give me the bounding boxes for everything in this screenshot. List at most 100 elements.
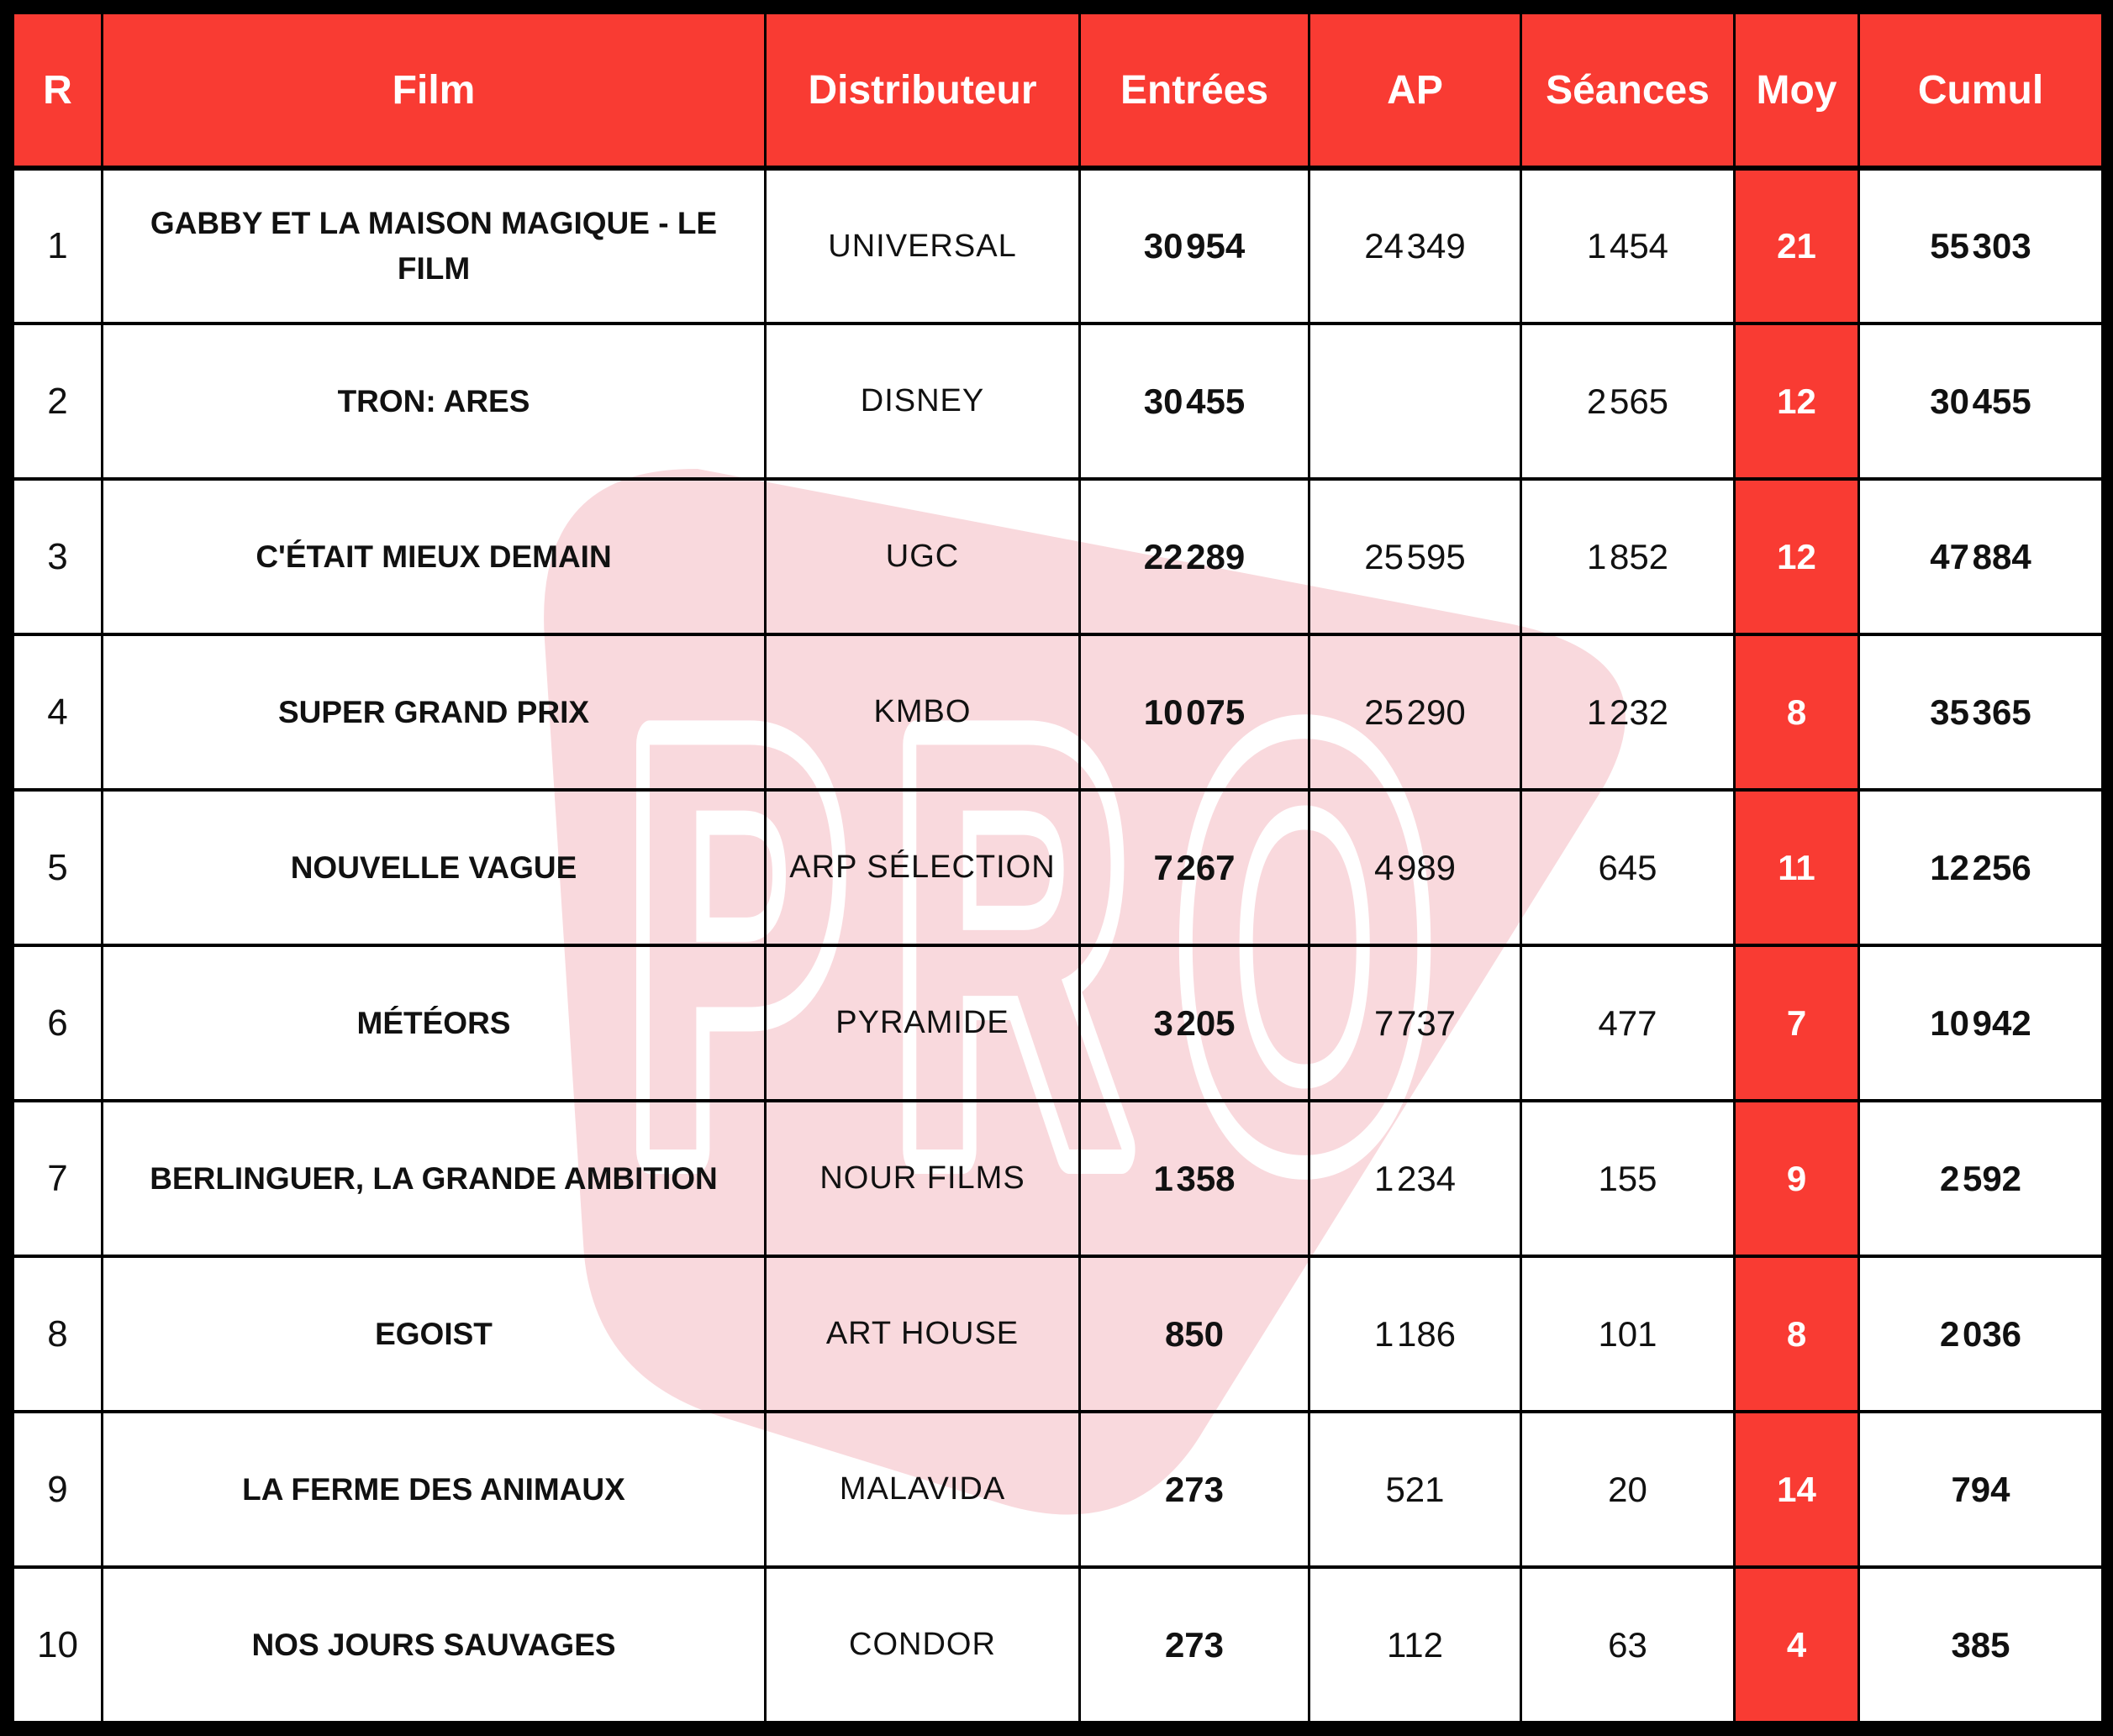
entrees-cell: 22 289 xyxy=(1078,477,1310,636)
seances-cell: 20 xyxy=(1520,1410,1736,1569)
entrees-cell: 1 358 xyxy=(1078,1099,1310,1258)
cumul-cell: 385 xyxy=(1857,1565,2104,1724)
entrees-cell: 7 267 xyxy=(1078,788,1310,947)
film-cell: SUPER GRAND PRIX xyxy=(101,633,767,792)
distributor-cell: ART HOUSE xyxy=(764,1255,1081,1413)
seances-cell: 1 232 xyxy=(1520,633,1736,792)
distributor-cell: ARP SÉLECTION xyxy=(764,788,1081,947)
moy-cell: 7 xyxy=(1733,944,1860,1102)
col-header-seances: Séances xyxy=(1520,12,1736,171)
table-row: 6 MÉTÉORS PYRAMIDE 3 205 7 737 477 7 10 … xyxy=(12,944,2104,1102)
moy-cell: 9 xyxy=(1733,1099,1860,1258)
distributor-cell: UGC xyxy=(764,477,1081,636)
moy-cell: 12 xyxy=(1733,322,1860,481)
film-cell: LA FERME DES ANIMAUX xyxy=(101,1410,767,1569)
ap-cell: 4 989 xyxy=(1308,788,1522,947)
ap-cell xyxy=(1308,322,1522,481)
header-row: R Film Distributeur Entrées AP Séances M… xyxy=(12,12,2104,171)
seances-cell: 645 xyxy=(1520,788,1736,947)
ap-cell: 25 595 xyxy=(1308,477,1522,636)
film-cell: NOUVELLE VAGUE xyxy=(101,788,767,947)
cumul-cell: 47 884 xyxy=(1857,477,2104,636)
entrees-cell: 273 xyxy=(1078,1410,1310,1569)
entrees-cell: 30 954 xyxy=(1078,166,1310,325)
col-header-rank: R xyxy=(12,12,103,171)
cumul-cell: 55 303 xyxy=(1857,166,2104,325)
table-row: 10 NOS JOURS SAUVAGES CONDOR 273 112 63 … xyxy=(12,1565,2104,1724)
ap-cell: 7 737 xyxy=(1308,944,1522,1102)
table-row: 1 GABBY ET LA MAISON MAGIQUE - LE FILM U… xyxy=(12,166,2104,325)
ap-cell: 25 290 xyxy=(1308,633,1522,792)
distributor-cell: CONDOR xyxy=(764,1565,1081,1724)
film-cell: GABBY ET LA MAISON MAGIQUE - LE FILM xyxy=(101,166,767,325)
seances-cell: 2 565 xyxy=(1520,322,1736,481)
entrees-cell: 3 205 xyxy=(1078,944,1310,1102)
moy-cell: 21 xyxy=(1733,166,1860,325)
distributor-cell: MALAVIDA xyxy=(764,1410,1081,1569)
table-row: 8 EGOIST ART HOUSE 850 1 186 101 8 2 036 xyxy=(12,1255,2104,1413)
col-header-cumul: Cumul xyxy=(1857,12,2104,171)
rank-cell: 7 xyxy=(12,1099,103,1258)
film-cell: NOS JOURS SAUVAGES xyxy=(101,1565,767,1724)
distributor-cell: PYRAMIDE xyxy=(764,944,1081,1102)
rank-cell: 1 xyxy=(12,166,103,325)
table-row: 4 SUPER GRAND PRIX KMBO 10 075 25 290 1 … xyxy=(12,633,2104,792)
cumul-cell: 2 036 xyxy=(1857,1255,2104,1413)
cumul-cell: 30 455 xyxy=(1857,322,2104,481)
film-cell: TRON: ARES xyxy=(101,322,767,481)
entrees-cell: 273 xyxy=(1078,1565,1310,1724)
moy-cell: 4 xyxy=(1733,1565,1860,1724)
moy-cell: 8 xyxy=(1733,633,1860,792)
table-row: 2 TRON: ARES DISNEY 30 455 2 565 12 30 4… xyxy=(12,322,2104,481)
ap-cell: 1 234 xyxy=(1308,1099,1522,1258)
boxoffice-table: R Film Distributeur Entrées AP Séances M… xyxy=(12,12,2104,1724)
col-header-distributor: Distributeur xyxy=(764,12,1081,171)
table-row: 9 LA FERME DES ANIMAUX MALAVIDA 273 521 … xyxy=(12,1410,2104,1569)
film-cell: C'ÉTAIT MIEUX DEMAIN xyxy=(101,477,767,636)
ap-cell: 1 186 xyxy=(1308,1255,1522,1413)
ap-cell: 521 xyxy=(1308,1410,1522,1569)
entrees-cell: 850 xyxy=(1078,1255,1310,1413)
seances-cell: 1 454 xyxy=(1520,166,1736,325)
film-cell: BERLINGUER, LA GRANDE AMBITION xyxy=(101,1099,767,1258)
col-header-moy: Moy xyxy=(1733,12,1860,171)
rank-cell: 10 xyxy=(12,1565,103,1724)
moy-cell: 12 xyxy=(1733,477,1860,636)
col-header-entrees: Entrées xyxy=(1078,12,1310,171)
seances-cell: 63 xyxy=(1520,1565,1736,1724)
moy-cell: 11 xyxy=(1733,788,1860,947)
film-cell: MÉTÉORS xyxy=(101,944,767,1102)
rank-cell: 8 xyxy=(12,1255,103,1413)
seances-cell: 155 xyxy=(1520,1099,1736,1258)
table-area: PRO PRO R Film Distributeur Entrées AP S… xyxy=(12,12,2104,1724)
cumul-cell: 794 xyxy=(1857,1410,2104,1569)
cumul-cell: 12 256 xyxy=(1857,788,2104,947)
rank-cell: 3 xyxy=(12,477,103,636)
col-header-film: Film xyxy=(101,12,767,171)
table-row: 5 NOUVELLE VAGUE ARP SÉLECTION 7 267 4 9… xyxy=(12,788,2104,947)
entrees-cell: 10 075 xyxy=(1078,633,1310,792)
cumul-cell: 2 592 xyxy=(1857,1099,2104,1258)
col-header-ap: AP xyxy=(1308,12,1522,171)
table-row: 3 C'ÉTAIT MIEUX DEMAIN UGC 22 289 25 595… xyxy=(12,477,2104,636)
entrees-cell: 30 455 xyxy=(1078,322,1310,481)
seances-cell: 101 xyxy=(1520,1255,1736,1413)
seances-cell: 1 852 xyxy=(1520,477,1736,636)
distributor-cell: DISNEY xyxy=(764,322,1081,481)
distributor-cell: KMBO xyxy=(764,633,1081,792)
film-cell: EGOIST xyxy=(101,1255,767,1413)
rank-cell: 2 xyxy=(12,322,103,481)
moy-cell: 8 xyxy=(1733,1255,1860,1413)
seances-cell: 477 xyxy=(1520,944,1736,1102)
moy-cell: 14 xyxy=(1733,1410,1860,1569)
distributor-cell: UNIVERSAL xyxy=(764,166,1081,325)
rank-cell: 6 xyxy=(12,944,103,1102)
cumul-cell: 35 365 xyxy=(1857,633,2104,792)
ap-cell: 24 349 xyxy=(1308,166,1522,325)
rank-cell: 5 xyxy=(12,788,103,947)
rank-cell: 4 xyxy=(12,633,103,792)
ap-cell: 112 xyxy=(1308,1565,1522,1724)
cumul-cell: 10 942 xyxy=(1857,944,2104,1102)
table-header: R Film Distributeur Entrées AP Séances M… xyxy=(12,12,2104,171)
